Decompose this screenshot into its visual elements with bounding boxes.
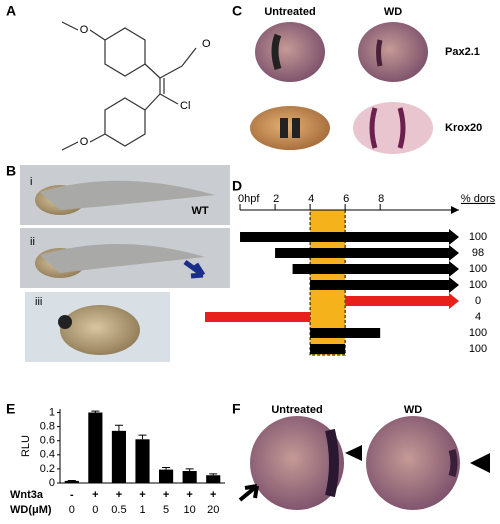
bar-arrow <box>449 229 459 245</box>
atom-label: O <box>80 24 89 36</box>
panel-label: B <box>6 163 16 179</box>
x-tick-label: 0 <box>69 504 75 516</box>
wnt3a-label: + <box>92 489 98 501</box>
row-label: Krox20 <box>445 122 482 134</box>
bar <box>206 475 220 483</box>
row-label: ii <box>30 236 35 248</box>
embryo-images <box>250 22 433 154</box>
x-tick-label: 5 <box>163 504 169 516</box>
bar-arrow <box>449 293 459 309</box>
error-bar <box>139 435 147 439</box>
y-tick-label: 0.4 <box>40 449 55 461</box>
panel-label: E <box>6 401 15 417</box>
x-tick-label: 0 <box>92 504 98 516</box>
bar <box>88 413 102 483</box>
wnt3a-label: + <box>116 489 122 501</box>
bar <box>65 481 79 483</box>
dorsalization-value: 100 <box>469 231 487 243</box>
error-bar <box>162 467 170 469</box>
atom-label: O <box>80 136 89 148</box>
tick-label: 4 <box>308 193 314 205</box>
tick-label: 6 <box>343 193 349 205</box>
y-axis-label: RLU <box>20 435 32 457</box>
axis-arrow <box>451 206 459 214</box>
dorsalization-value: 4 <box>475 311 481 323</box>
x-tick-label: 0.5 <box>111 504 126 516</box>
exposure-bar <box>240 232 449 242</box>
y-tick-label: 1 <box>49 406 55 418</box>
y-tick-label: 0.8 <box>40 421 55 433</box>
error-bar <box>91 411 99 412</box>
wnt3a-label: + <box>186 489 192 501</box>
y-tick-label: 0.2 <box>40 463 55 475</box>
wnt3a-label: + <box>210 489 216 501</box>
dorsalization-value: 100 <box>469 263 487 275</box>
y-tick-label: 0.6 <box>40 435 55 447</box>
dorsalization-value: 100 <box>469 327 487 339</box>
atom-label: Cl <box>180 100 190 112</box>
row-label: Pax2.1 <box>445 46 480 58</box>
row-label: Wnt3a <box>10 489 44 501</box>
bar <box>183 471 197 483</box>
exposure-bar <box>310 344 345 354</box>
panel-label: A <box>6 3 16 19</box>
row-label: i <box>30 176 32 188</box>
column-label: Untreated <box>264 6 315 18</box>
exposure-bar <box>345 296 449 306</box>
bar-arrow <box>449 277 459 293</box>
panel-label: C <box>232 3 242 19</box>
dorsalization-value: 100 <box>469 343 487 355</box>
row-label: WD(μM) <box>10 504 52 516</box>
embryo-images <box>20 165 230 362</box>
wnt3a-label: + <box>139 489 145 501</box>
x-tick-label: 10 <box>184 504 196 516</box>
wt-label: WT <box>191 205 208 217</box>
tick-label: 8 <box>378 193 384 205</box>
chemical-structure <box>62 22 196 150</box>
bar <box>135 439 149 483</box>
embryo-images <box>240 416 490 510</box>
wnt3a-label: - <box>70 489 74 501</box>
tick-label: 2 <box>273 193 279 205</box>
error-bar <box>209 474 217 475</box>
bar-arrow <box>449 261 459 277</box>
value-header: % dors <box>461 193 496 205</box>
dorsalization-value: 98 <box>472 247 484 259</box>
y-tick-label: 0 <box>49 477 55 489</box>
x-tick-label: 1 <box>139 504 145 516</box>
atom-label: O <box>202 38 211 50</box>
error-bar <box>186 469 194 471</box>
column-label: WD <box>404 404 422 416</box>
wnt3a-label: + <box>163 489 169 501</box>
panel-label: F <box>232 401 241 417</box>
bar <box>159 470 173 483</box>
dorsalization-value: 100 <box>469 279 487 291</box>
exposure-bar <box>205 312 310 322</box>
bar-arrow <box>449 245 459 261</box>
bar <box>112 431 126 483</box>
error-bar <box>115 425 123 431</box>
exposure-bar <box>275 248 449 258</box>
x-tick-label: 20 <box>207 504 219 516</box>
exposure-bar <box>293 264 449 274</box>
row-label: iii <box>35 296 42 308</box>
column-label: WD <box>384 6 402 18</box>
exposure-bar <box>310 280 449 290</box>
column-label: Untreated <box>271 404 322 416</box>
exposure-bar <box>310 328 380 338</box>
panel-label: D <box>232 178 242 194</box>
tick-label: 0hpf <box>238 193 260 205</box>
dorsalization-value: 0 <box>475 295 481 307</box>
